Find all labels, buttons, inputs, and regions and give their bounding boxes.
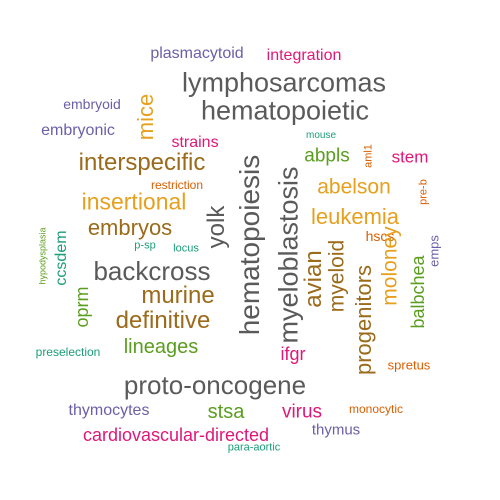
word-interspecific: interspecific: [78, 149, 206, 176]
word-cardiovascular-directed: cardiovascular-directed: [82, 425, 270, 445]
word-para-aortic: para-aortic: [227, 441, 281, 454]
word-proto-oncogene: proto-oncogene: [123, 370, 307, 400]
word-mouse: mouse: [305, 130, 337, 141]
word-spretus: spretus: [387, 357, 431, 373]
word-embryoid: embryoid: [63, 96, 121, 112]
word-embryos: embryos: [87, 215, 173, 240]
word-thymocytes: thymocytes: [68, 402, 150, 419]
word-myeloblastosis: myeloblastosis: [273, 166, 304, 344]
word-integration: integration: [266, 47, 342, 64]
word-emps: emps: [426, 235, 442, 267]
word-yolk: yolk: [203, 205, 230, 249]
word-thymus: thymus: [311, 421, 361, 439]
word-pre-b: pre-b: [417, 179, 430, 205]
word-oprm: oprm: [72, 286, 92, 328]
word-virus: virus: [281, 401, 323, 423]
word-lineages: lineages: [123, 336, 199, 358]
word-murine: murine: [141, 282, 215, 309]
word-plasmacytoid: plasmacytoid: [150, 45, 244, 62]
word-abpls: abpls: [304, 145, 350, 167]
word-monocytic: monocytic: [348, 402, 404, 416]
word-stem: stem: [391, 147, 429, 167]
word-restriction: restriction: [150, 178, 204, 192]
word-avian: avian: [300, 250, 327, 308]
word-backcross: backcross: [93, 256, 211, 286]
word-aml1: aml1: [362, 144, 375, 168]
word-hematopoiesis: hematopoiesis: [234, 154, 265, 336]
word-leukemia: leukemia: [310, 204, 400, 229]
word-stsa: stsa: [207, 401, 245, 423]
word-mice: mice: [133, 93, 158, 141]
word-lymphosarcomas: lymphosarcomas: [181, 67, 387, 98]
word-progenitors: progenitors: [351, 264, 376, 376]
word-hscs: hscs: [365, 228, 395, 244]
word-ccsdem: ccsdem: [53, 230, 70, 286]
word-strains: strains: [171, 134, 219, 151]
word-insertional: insertional: [81, 188, 187, 215]
word-p-sp: p-sp: [134, 239, 156, 252]
word-locus: locus: [173, 242, 199, 255]
word-hematopoietic: hematopoietic: [200, 95, 370, 126]
word-ifgr: ifgr: [280, 344, 306, 364]
word-balbchea: balbchea: [408, 255, 428, 329]
word-myeloid: myeloid: [325, 239, 349, 313]
word-embryonic: embryonic: [41, 122, 115, 139]
word-hypodysplasia: hypodysplasia: [37, 227, 48, 285]
word-preselection: preselection: [35, 345, 101, 359]
word-moloney: moloney: [378, 226, 402, 306]
word-definitive: definitive: [115, 307, 211, 334]
word-abelson: abelson: [317, 175, 391, 199]
